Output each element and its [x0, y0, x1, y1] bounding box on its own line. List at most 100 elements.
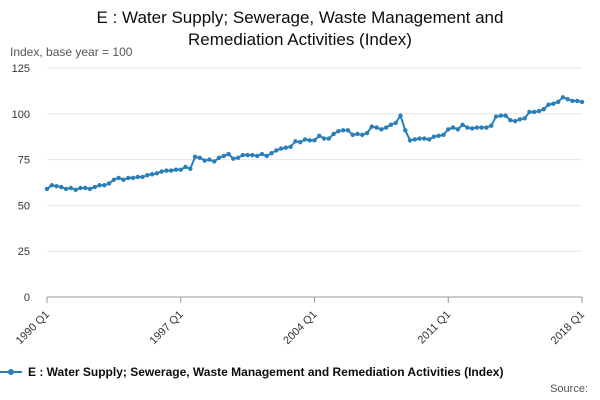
legend[interactable]: E : Water Supply; Sewerage, Waste Manage…: [0, 365, 503, 379]
data-point[interactable]: [398, 113, 403, 118]
data-point[interactable]: [575, 98, 580, 104]
data-point[interactable]: [293, 139, 298, 144]
data-point[interactable]: [446, 127, 451, 132]
data-point[interactable]: [269, 150, 274, 156]
data-point[interactable]: [126, 175, 131, 181]
data-point[interactable]: [121, 177, 126, 182]
data-point[interactable]: [465, 125, 470, 130]
data-point[interactable]: [102, 183, 107, 188]
data-point[interactable]: [226, 151, 231, 157]
data-point[interactable]: [503, 113, 508, 118]
data-point[interactable]: [469, 126, 475, 131]
data-point[interactable]: [422, 136, 427, 141]
data-point[interactable]: [336, 129, 341, 134]
data-point[interactable]: [312, 138, 317, 143]
data-point[interactable]: [364, 130, 370, 136]
data-point[interactable]: [307, 138, 312, 143]
data-point[interactable]: [498, 113, 503, 118]
data-point[interactable]: [169, 168, 174, 173]
data-point[interactable]: [106, 181, 112, 186]
data-point[interactable]: [460, 122, 465, 127]
data-point[interactable]: [197, 155, 203, 160]
data-point[interactable]: [570, 98, 575, 104]
data-point[interactable]: [431, 134, 437, 139]
data-point[interactable]: [173, 167, 179, 172]
data-point[interactable]: [455, 127, 460, 132]
data-point[interactable]: [216, 155, 222, 160]
data-point[interactable]: [49, 183, 54, 188]
data-point[interactable]: [59, 184, 64, 190]
data-point[interactable]: [192, 154, 198, 160]
data-point[interactable]: [350, 132, 355, 138]
data-point[interactable]: [130, 175, 136, 181]
data-point[interactable]: [522, 116, 527, 121]
data-point[interactable]: [240, 152, 246, 158]
data-point[interactable]: [369, 124, 375, 129]
data-point[interactable]: [532, 109, 537, 115]
data-point[interactable]: [388, 122, 394, 127]
data-point[interactable]: [78, 185, 83, 191]
data-point[interactable]: [83, 185, 88, 191]
data-point[interactable]: [278, 146, 284, 151]
data-point[interactable]: [68, 185, 74, 191]
data-point[interactable]: [297, 140, 303, 145]
data-point[interactable]: [87, 186, 93, 192]
data-point[interactable]: [283, 145, 289, 150]
data-point[interactable]: [231, 156, 236, 161]
data-point[interactable]: [140, 174, 145, 180]
data-point[interactable]: [493, 114, 499, 119]
data-point[interactable]: [479, 125, 484, 130]
data-point[interactable]: [546, 102, 551, 107]
data-point[interactable]: [264, 153, 269, 159]
data-point[interactable]: [188, 166, 193, 171]
data-point[interactable]: [340, 128, 346, 133]
data-point[interactable]: [441, 132, 446, 138]
data-point[interactable]: [450, 125, 456, 130]
data-point[interactable]: [321, 136, 327, 141]
data-point[interactable]: [135, 174, 140, 180]
data-point[interactable]: [326, 136, 332, 141]
data-point[interactable]: [302, 137, 308, 142]
data-point[interactable]: [551, 101, 556, 106]
data-point[interactable]: [274, 148, 279, 153]
data-point[interactable]: [111, 177, 117, 182]
data-point[interactable]: [73, 187, 78, 193]
data-point[interactable]: [63, 186, 69, 192]
data-point[interactable]: [379, 127, 384, 132]
data-point[interactable]: [536, 108, 542, 114]
data-point[interactable]: [527, 109, 532, 115]
data-point[interactable]: [345, 128, 351, 133]
data-point[interactable]: [555, 99, 561, 105]
data-point[interactable]: [426, 137, 432, 142]
data-point[interactable]: [211, 159, 217, 164]
data-point[interactable]: [512, 118, 518, 124]
data-point[interactable]: [517, 117, 523, 122]
data-point[interactable]: [360, 132, 365, 138]
data-point[interactable]: [383, 125, 389, 130]
data-point[interactable]: [149, 172, 155, 177]
data-point[interactable]: [97, 183, 102, 188]
data-point[interactable]: [489, 123, 494, 128]
data-point[interactable]: [154, 171, 160, 176]
data-point[interactable]: [484, 125, 489, 130]
data-point[interactable]: [474, 125, 480, 130]
data-point[interactable]: [393, 120, 398, 126]
data-point[interactable]: [159, 169, 164, 174]
data-point[interactable]: [331, 131, 336, 137]
data-point[interactable]: [560, 95, 566, 100]
data-point[interactable]: [250, 152, 255, 158]
data-point[interactable]: [178, 167, 183, 172]
data-point[interactable]: [417, 136, 422, 141]
data-point[interactable]: [221, 153, 226, 159]
data-point[interactable]: [541, 107, 546, 112]
data-point[interactable]: [288, 144, 293, 149]
data-point[interactable]: [355, 131, 360, 137]
data-point[interactable]: [579, 99, 585, 105]
data-point[interactable]: [403, 128, 408, 133]
data-point[interactable]: [317, 133, 322, 138]
data-point[interactable]: [245, 152, 250, 158]
data-point[interactable]: [508, 118, 513, 123]
data-point[interactable]: [164, 168, 169, 173]
data-point[interactable]: [54, 183, 59, 189]
data-point[interactable]: [207, 157, 212, 162]
